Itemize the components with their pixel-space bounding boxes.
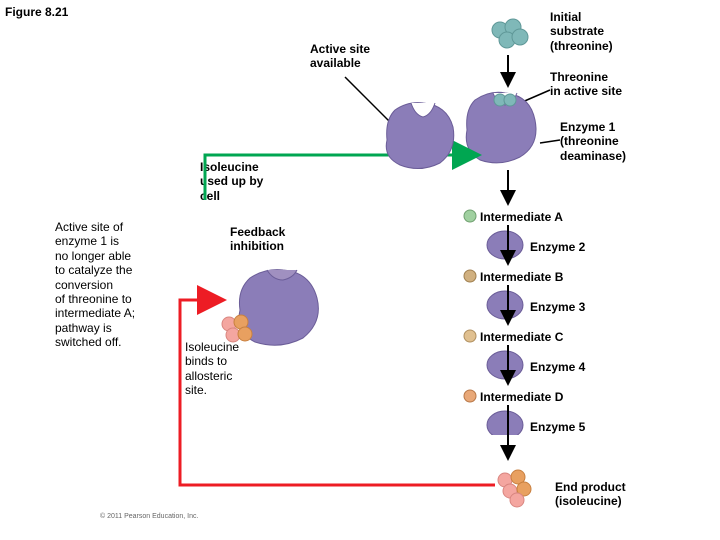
enzyme5-label: Enzyme 5 [530,420,585,434]
feedback-inhibition-label: Feedback inhibition [230,225,285,254]
enzyme1-available [375,95,465,175]
end-product-label: End product (isoleucine) [555,480,626,509]
copyright-notice: © 2011 Pearson Education, Inc. [100,513,198,520]
active-site-available-label: Active site available [310,42,370,71]
enzyme3-label: Enzyme 3 [530,300,585,314]
threonine-molecule [485,15,535,55]
enzyme1-pointer [538,135,563,147]
enzyme2-label: Enzyme 2 [530,240,585,254]
active-site-blocked-label: Active site of enzyme 1 is no longer abl… [55,220,135,350]
red-feedback-arrow [165,285,515,495]
threonine-in-active-site-label: Threonine in active site [550,70,622,99]
initial-substrate-label: Initial substrate (threonine) [550,10,613,53]
figure-number: Figure 8.21 [5,5,68,19]
enzyme4-label: Enzyme 4 [530,360,585,374]
enzyme1-label: Enzyme 1 (threonine deaminase) [560,120,626,163]
